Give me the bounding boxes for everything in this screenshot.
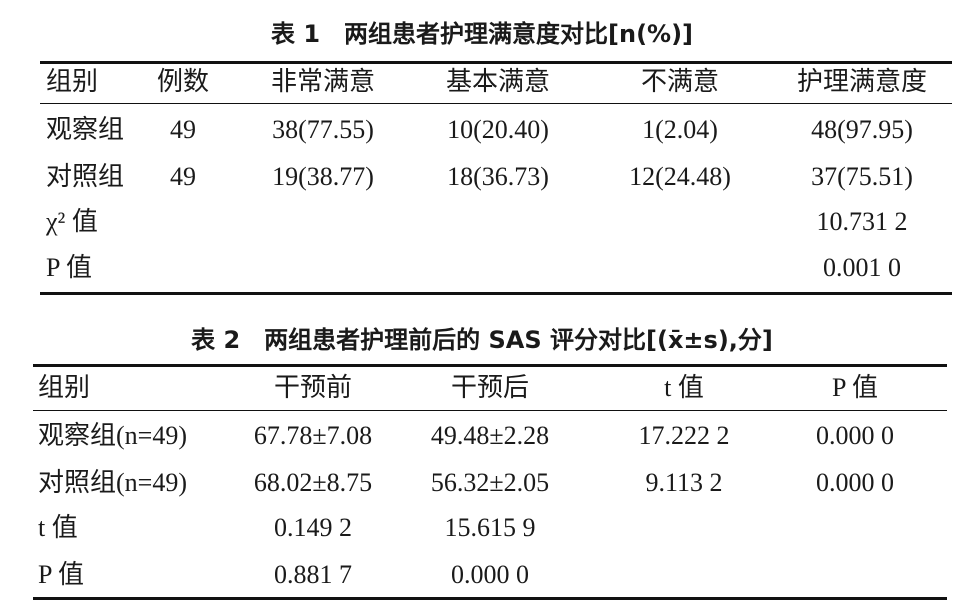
table-cell: t 值 [38,513,78,542]
table-cell: 0.001 0 [823,253,901,282]
table-cell: 例数 [156,67,209,96]
table-cell: 48(97.95) [811,115,913,144]
table-cell: 不满意 [640,67,719,96]
bottom-rule [40,292,952,295]
table-cell: 38(77.55) [272,115,374,144]
table-cell: 对照组(n=49) [38,468,187,497]
header-rule [40,103,952,104]
table-cell: 0.000 0 [451,560,529,589]
table-cell: 67.78±7.08 [253,421,373,450]
table-cell: 68.02±8.75 [253,468,373,497]
table-cell: 1(2.04) [642,115,718,144]
table-cell: 0.000 0 [816,421,894,450]
table-cell: 56.32±2.05 [430,468,550,497]
table-cell: P 值 [832,373,878,402]
table-cell: 12(24.48) [629,162,731,191]
top-rule [33,364,947,367]
table-cell: 10(20.40) [447,115,549,144]
table-cell: 干预后 [450,373,529,402]
table-title: 表 2 两组患者护理前后的 SAS 评分对比[(x̄±s),分] [191,326,773,354]
table-cell: P 值 [46,253,92,282]
table-cell: P 值 [38,560,84,589]
table-cell: 干预前 [273,373,352,402]
table-cell: 19(38.77) [272,162,374,191]
table-cell: t 值 [664,373,704,402]
table-cell: 组别 [38,373,91,402]
table-cell: 非常满意 [270,67,375,96]
table-title: 表 1 两组患者护理满意度对比[n(%)] [270,20,694,48]
top-rule [40,61,952,64]
table-cell: 37(75.51) [811,162,913,191]
table-cell: 0.000 0 [816,468,894,497]
table-cell: 护理满意度 [796,67,927,96]
table-cell: χ² 值 [46,207,98,236]
table-cell: 49.48±2.28 [430,421,550,450]
table-cell: 15.615 9 [444,513,536,542]
table-cell: 0.881 7 [274,560,352,589]
table-cell: 49 [170,162,196,191]
bottom-rule [33,597,947,600]
table-cell: 17.222 2 [638,421,730,450]
table-cell: 10.731 2 [816,207,908,236]
table-cell: 对照组 [46,162,125,191]
header-rule [33,410,947,411]
table-cell: 9.113 2 [645,468,723,497]
table-cell: 观察组(n=49) [38,421,187,450]
table-cell: 18(36.73) [447,162,549,191]
table-cell: 0.149 2 [274,513,352,542]
table-cell: 49 [170,115,196,144]
table-cell: 组别 [46,67,99,96]
table-cell: 基本满意 [445,67,550,96]
table-cell: 观察组 [46,115,125,144]
